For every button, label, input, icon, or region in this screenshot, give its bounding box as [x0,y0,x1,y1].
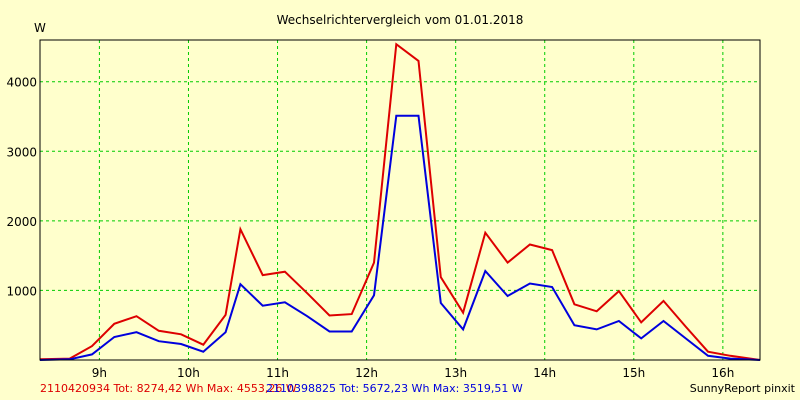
chart-title: Wechselrichtervergleich vom 01.01.2018 [277,13,524,27]
x-tick-label: 13h [444,366,467,380]
x-tick-label: 12h [355,366,378,380]
legend-series-2: 2110398825 Tot: 5672,23 Wh Max: 3519,51 … [266,382,523,395]
legend-series-1: 2110420934 Tot: 8274,42 Wh Max: 4553,26 … [40,382,297,395]
x-tick-label: 10h [177,366,200,380]
y-axis-unit-label: W [34,21,46,35]
y-tick-label: 1000 [6,284,37,298]
x-tick-label: 9h [92,366,107,380]
y-tick-labels: 1000 2000 3000 4000 [6,76,37,299]
y-tick-label: 4000 [6,76,37,90]
y-tick-label: 2000 [6,215,37,229]
series-lines [39,42,761,361]
footer-credit: SunnyReport pinxit [690,382,796,395]
x-tick-label: 14h [533,366,556,380]
x-tick-label: 16h [711,366,734,380]
x-tick-label: 11h [266,366,289,380]
x-tick-label: 15h [622,366,645,380]
series-line-1 [39,42,761,361]
series-line-2 [39,114,761,361]
y-tick-label: 3000 [6,145,37,159]
plot-frame [39,39,761,361]
x-tick-labels: 9h 10h 11h 12h 13h 14h 15h 16h [92,366,735,380]
